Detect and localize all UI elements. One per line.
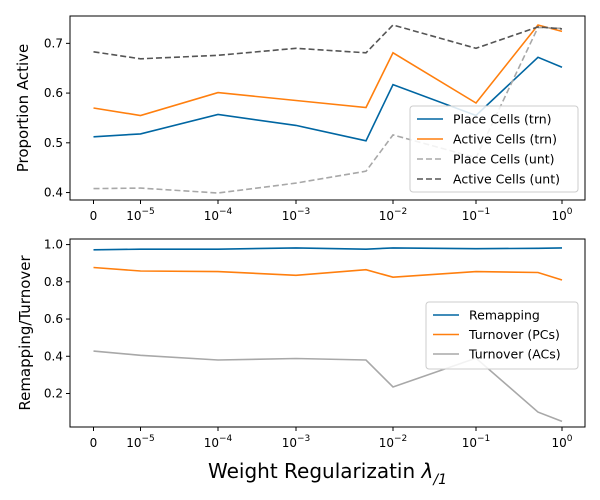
series-line-4	[93, 24, 563, 60]
y-axis-label: Remapping/Turnover	[16, 255, 34, 411]
x-axis-label: Weight Regularizatin λ/1	[208, 459, 447, 488]
legend: Remapping Turnover (PCs) Turnover (ACs)	[425, 301, 579, 370]
legend-entry: Place Cells (unt)	[453, 152, 555, 167]
x-tick-label: 10−3	[282, 207, 311, 223]
series-line-2	[93, 24, 563, 117]
legend-entry: Active Cells (unt)	[453, 172, 560, 187]
chart-panel-1: 0.4 0.5 0.6 0.7 0 10−5 10−4 10−3 10−2 10−1 100 Prop…	[14, 15, 586, 223]
y-tick-label: 0.8	[44, 275, 63, 289]
legend-entry: Turnover (ACs)	[468, 347, 561, 362]
y-tick-label: 0.4	[44, 349, 63, 363]
series-line-3	[93, 26, 563, 194]
x-tick-label: 10−2	[379, 207, 408, 223]
series-line-3	[93, 350, 563, 423]
x-tick-label: 0	[90, 436, 98, 450]
axes-frame	[69, 238, 586, 428]
y-axis-label: Proportion Active	[14, 44, 32, 173]
x-tick-label: 10−1	[462, 434, 491, 450]
legend-entry: Remapping	[469, 308, 540, 323]
y-tick-label: 0.5	[44, 136, 63, 150]
x-tick-label: 10−2	[379, 434, 408, 450]
legend-entry: Turnover (PCs)	[468, 327, 560, 342]
y-tick-label: 0.2	[44, 386, 63, 400]
axes-frame	[69, 15, 586, 201]
y-tick-label: 1.0	[44, 238, 63, 252]
series-line-1	[93, 56, 563, 142]
x-tick-label: 10−1	[462, 207, 491, 223]
legend-entry: Place Cells (trn)	[453, 112, 552, 127]
y-tick-label: 0.6	[44, 86, 63, 100]
y-tick-label: 0.6	[44, 312, 63, 326]
x-tick-label: 0	[90, 209, 98, 223]
legend-box	[425, 301, 579, 370]
series-line-2	[93, 266, 563, 281]
chart-panel-2: 0.2 0.4 0.6 0.8 1.0 0 10−5 10−4 10−3 10−2 10−1 100 R…	[16, 238, 586, 488]
x-tick-label: 100	[551, 207, 572, 223]
x-tick-label: 10−5	[126, 434, 155, 450]
x-tick-label: 10−3	[282, 434, 311, 450]
x-tick-label: 10−4	[204, 434, 233, 450]
x-tick-label: 10−4	[204, 207, 233, 223]
legend: Place Cells (trn) Active Cells (trn) Place…	[409, 105, 579, 193]
y-tick-label: 0.7	[44, 36, 63, 50]
x-tick-label: 10−5	[126, 207, 155, 223]
legend-entry: Active Cells (trn)	[453, 132, 557, 147]
legend-box	[409, 105, 579, 193]
y-tick-label: 0.4	[44, 186, 63, 200]
series-line-1	[93, 247, 563, 251]
x-tick-label: 100	[551, 434, 572, 450]
